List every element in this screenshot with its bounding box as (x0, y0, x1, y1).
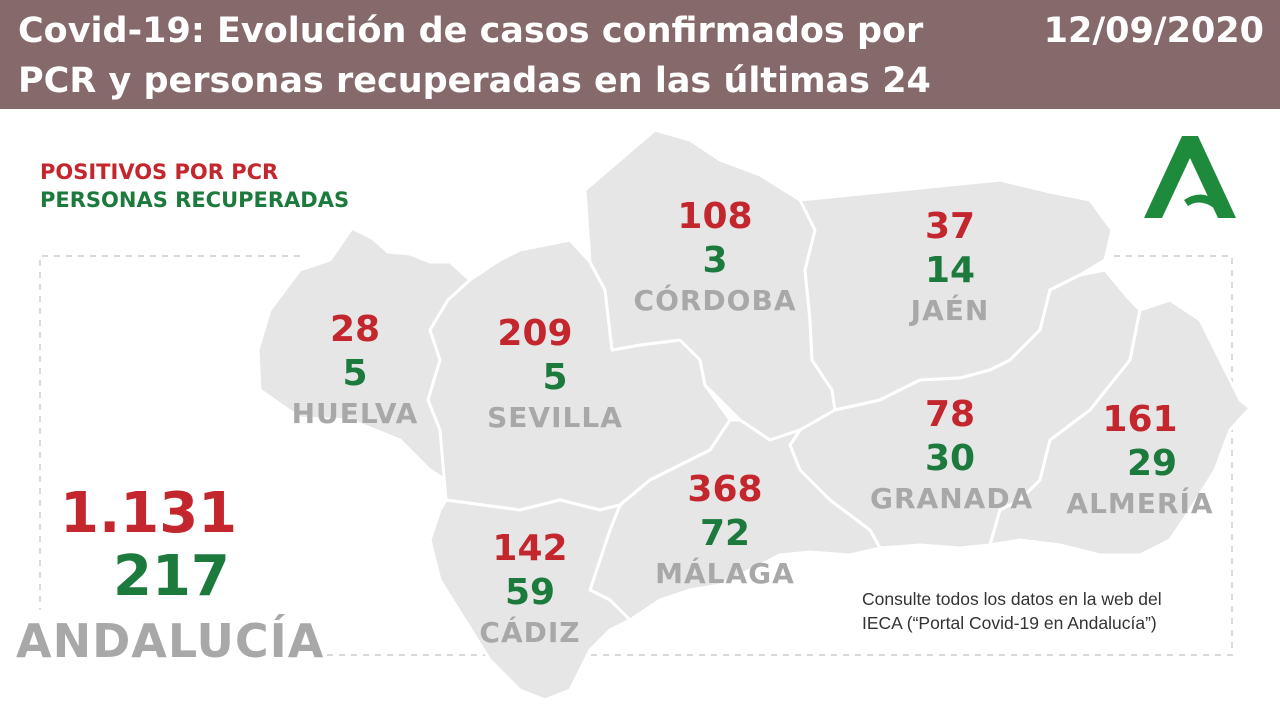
province-pcr-count: 28 (329, 309, 381, 350)
province-name: JAÉN (910, 294, 990, 327)
province-pcr-count: 209 (497, 313, 573, 354)
province-huelva: 28 5 HUELVA (285, 308, 425, 432)
province-name: MÁLAGA (655, 557, 795, 590)
province-recovered-count: 59 (504, 572, 556, 613)
footnote-line-1: Consulte todos los datos en la web del (862, 589, 1162, 609)
map-province-almeria (988, 298, 1252, 557)
province-recovered-count: 14 (924, 250, 976, 291)
province-almeria: 161 29 ALMERÍA (1060, 398, 1220, 522)
total-pcr-count: 1.131 (60, 481, 238, 546)
map-province-cadiz (428, 498, 632, 702)
legend: POSITIVOS POR PCR PERSONAS RECUPERADAS (40, 158, 349, 214)
province-malaga: 368 72 MÁLAGA (650, 468, 800, 592)
title-line-1: Covid-19: Evolución de casos confirmados… (18, 11, 924, 51)
footnote-line-2: IECA (“Portal Covid-19 en Andalucía”) (862, 613, 1157, 633)
title-line-2: PCR y personas recuperadas en las última… (18, 61, 931, 151)
province-pcr-count: 78 (924, 394, 976, 435)
province-pcr-count: 108 (677, 196, 753, 237)
total-region-name: ANDALUCÍA (16, 614, 325, 668)
province-cadiz: 142 59 CÁDIZ (465, 527, 595, 651)
province-recovered-count: 72 (699, 513, 751, 554)
legend-pcr-label: POSITIVOS POR PCR (40, 160, 279, 184)
province-recovered-count: 29 (1126, 443, 1178, 484)
province-recovered-count: 30 (924, 438, 976, 479)
footnote: Consulte todos los datos en la web del I… (862, 587, 1162, 635)
province-name: CÁDIZ (479, 616, 581, 649)
province-pcr-count: 161 (1102, 399, 1178, 440)
province-pcr-count: 368 (687, 469, 763, 510)
province-jaen: 37 14 JAÉN (880, 205, 1020, 329)
province-sevilla: 209 5 SEVILLA (470, 312, 640, 436)
province-pcr-count: 142 (492, 528, 568, 569)
province-name: HUELVA (291, 397, 419, 430)
legend-recovered-label: PERSONAS RECUPERADAS (40, 188, 350, 212)
page-title: Covid-19: Evolución de casos confirmados… (18, 6, 1028, 156)
province-recovered-count: 5 (342, 353, 368, 394)
junta-de-andalucia-logo-icon (1144, 136, 1236, 218)
province-name: SEVILLA (487, 401, 623, 434)
province-granada: 78 30 GRANADA (870, 393, 1034, 517)
province-pcr-count: 37 (924, 206, 976, 247)
province-recovered-count: 3 (702, 240, 728, 281)
province-recovered-count: 5 (542, 357, 568, 398)
province-name: GRANADA (870, 482, 1034, 515)
province-cordoba: 108 3 CÓRDOBA (630, 195, 800, 319)
report-date: 12/09/2020 (1043, 11, 1264, 51)
province-name: ALMERÍA (1066, 487, 1214, 520)
province-name: CÓRDOBA (633, 284, 797, 317)
header-bar: Covid-19: Evolución de casos confirmados… (0, 0, 1280, 151)
total-recovered-count: 217 (113, 544, 230, 609)
